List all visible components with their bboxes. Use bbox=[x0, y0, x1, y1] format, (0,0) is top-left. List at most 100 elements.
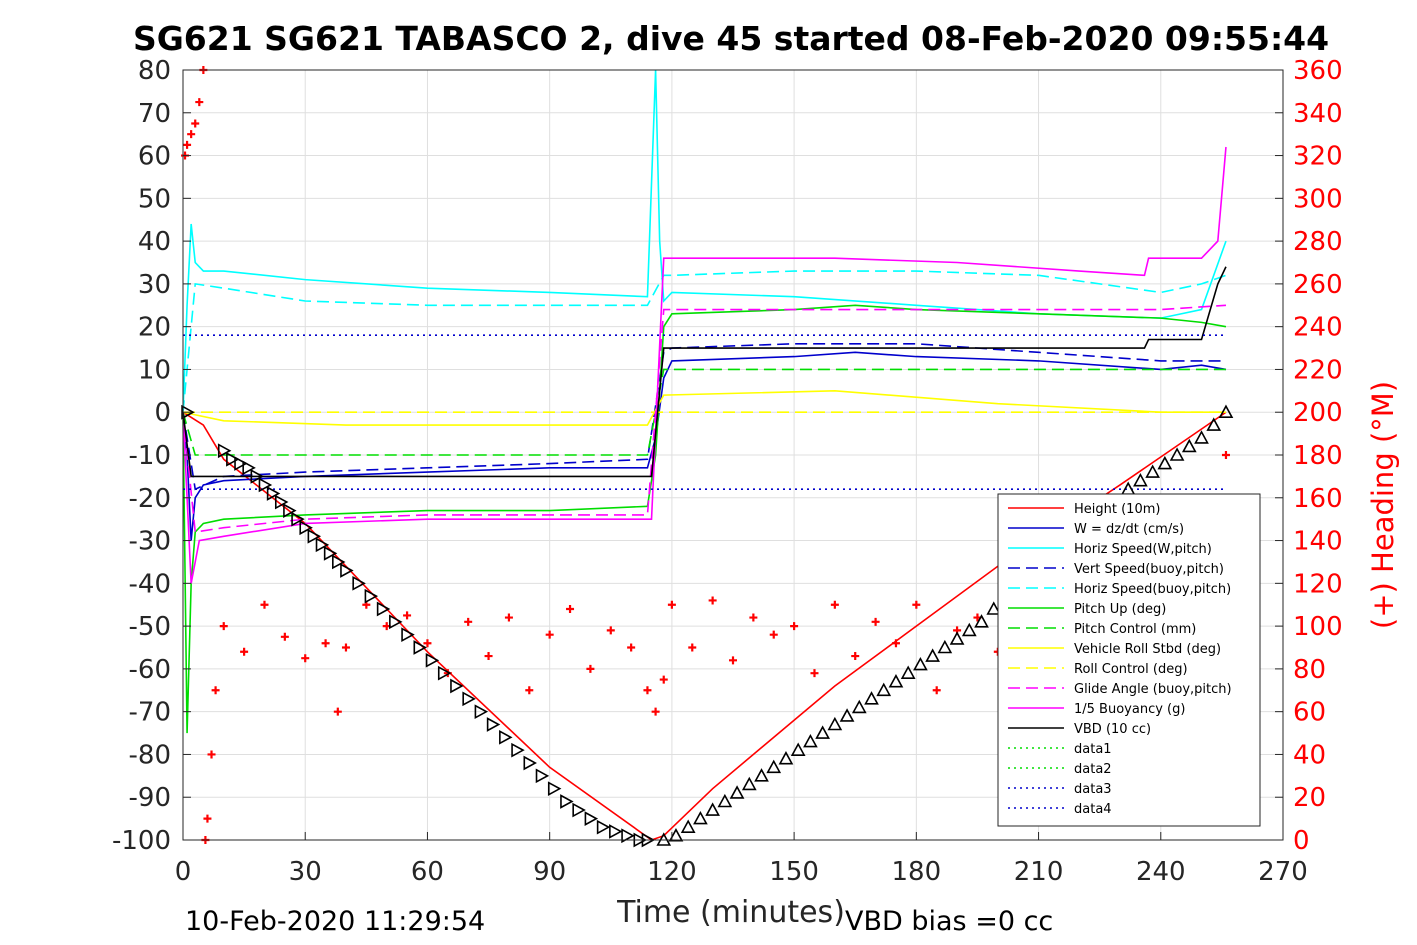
y-tick-label: 80 bbox=[138, 56, 171, 86]
heading-point bbox=[688, 643, 697, 652]
legend-entry-label: Pitch Control (mm) bbox=[1074, 622, 1196, 637]
descent-marker bbox=[474, 704, 489, 720]
descent-marker bbox=[499, 729, 513, 745]
descent-marker bbox=[560, 794, 574, 809]
heading-point bbox=[932, 686, 941, 695]
ascent-marker bbox=[1194, 430, 1209, 444]
x-tick-label: 210 bbox=[1014, 857, 1064, 887]
timestamp-footer: 10-Feb-2020 11:29:54 bbox=[185, 906, 485, 937]
ascent-marker bbox=[1169, 447, 1185, 461]
descent-marker bbox=[486, 717, 501, 732]
heading-point bbox=[586, 664, 595, 673]
descent-marker bbox=[523, 755, 537, 771]
descent-marker bbox=[389, 614, 403, 630]
axis-ticks: 0 30 60 90 120 150 180 210 240 270-100-90-80-70-6… bbox=[112, 56, 1343, 887]
series-line-11 bbox=[182, 266, 1227, 478]
legend-entry-label: Pitch Up (deg) bbox=[1074, 602, 1166, 617]
heading-point bbox=[627, 643, 636, 652]
descent-marker bbox=[572, 802, 586, 818]
descent-marker bbox=[307, 528, 322, 544]
y-tick-label: -40 bbox=[129, 569, 171, 599]
legend-entry-label: VBD (10 cc) bbox=[1074, 722, 1151, 737]
descent-marker bbox=[547, 781, 562, 797]
ascent-marker bbox=[937, 639, 953, 654]
y-tick-label: 70 bbox=[138, 99, 171, 129]
descent-marker bbox=[217, 443, 232, 459]
heading-point bbox=[423, 639, 432, 648]
heading-point bbox=[851, 652, 860, 661]
descent-marker bbox=[250, 469, 265, 484]
heading-point bbox=[504, 613, 513, 622]
ascent-marker bbox=[827, 716, 843, 731]
ascent-marker bbox=[1145, 464, 1160, 478]
descent-marker bbox=[364, 588, 379, 604]
heading-point bbox=[240, 647, 249, 656]
descent-marker bbox=[226, 451, 240, 467]
ascent-marker bbox=[766, 759, 782, 774]
descent-marker bbox=[535, 768, 550, 784]
descent-marker bbox=[352, 575, 366, 591]
series-line-5 bbox=[182, 304, 1227, 734]
y2-tick-label: 300 bbox=[1293, 184, 1343, 214]
ascent-marker bbox=[693, 810, 708, 825]
legend-box bbox=[997, 493, 1261, 827]
y2-tick-label: 60 bbox=[1293, 698, 1326, 728]
heading-point bbox=[403, 611, 412, 620]
descent-marker bbox=[609, 824, 623, 839]
descent-marker bbox=[315, 537, 330, 553]
y-tick-label: -80 bbox=[129, 740, 171, 770]
y2-tick-label: 360 bbox=[1293, 56, 1343, 86]
ascent-marker bbox=[778, 751, 794, 765]
ascent-marker bbox=[803, 733, 818, 748]
descent-marker bbox=[234, 456, 248, 471]
heading-point bbox=[183, 140, 192, 149]
descent-marker bbox=[584, 811, 599, 826]
ascent-marker bbox=[888, 674, 904, 688]
ascent-marker bbox=[1181, 438, 1197, 453]
y-tick-label: -60 bbox=[129, 655, 171, 685]
heading-point bbox=[810, 669, 819, 678]
heading-point bbox=[211, 686, 220, 695]
legend-entry-label: Height (10m) bbox=[1074, 502, 1160, 517]
x-tick-label: 30 bbox=[289, 857, 322, 887]
x-tick-label: 90 bbox=[533, 857, 566, 887]
ascent-marker bbox=[717, 793, 733, 808]
heading-point bbox=[891, 639, 900, 648]
series-line-6 bbox=[182, 368, 1226, 456]
descent-marker bbox=[413, 640, 427, 655]
legend-entry-label: 1/5 Buoyancy (g) bbox=[1074, 702, 1185, 717]
y2-tick-label: 160 bbox=[1293, 484, 1343, 514]
y2-tick-label: 260 bbox=[1293, 270, 1343, 300]
y2-tick-label: 80 bbox=[1293, 655, 1326, 685]
ascent-marker bbox=[949, 631, 965, 645]
ascent-marker bbox=[851, 699, 867, 714]
ascent-marker bbox=[986, 601, 1002, 615]
descent-marker bbox=[401, 627, 415, 643]
heading-point bbox=[667, 600, 676, 609]
y2-tick-label: 120 bbox=[1293, 569, 1343, 599]
x-axis-label: Time (minutes) bbox=[616, 895, 845, 930]
ascent-marker bbox=[815, 725, 830, 739]
ascent-marker bbox=[668, 828, 684, 842]
chart-title: SG621 SG621 TABASCO 2, dive 45 started 0… bbox=[133, 19, 1329, 58]
descent-marker bbox=[291, 511, 305, 527]
heading-point bbox=[260, 600, 269, 609]
x-tick-label: 0 bbox=[175, 857, 192, 887]
ascent-marker bbox=[1157, 455, 1173, 470]
heading-point bbox=[659, 675, 668, 684]
legend-entry-label: W = dz/dt (cm/s) bbox=[1074, 522, 1184, 537]
legend: Height (10m) W = dz/dt (cm/s) Horiz Speed(… bbox=[997, 493, 1261, 827]
heading-point bbox=[187, 130, 196, 139]
descent-marker bbox=[437, 665, 452, 681]
y-tick-label: -30 bbox=[129, 527, 171, 557]
y-tick-label: 0 bbox=[154, 398, 171, 428]
heading-point bbox=[195, 98, 204, 107]
y2-tick-label: 220 bbox=[1293, 355, 1343, 385]
legend-entry-label: data3 bbox=[1074, 782, 1112, 797]
descent-marker bbox=[425, 652, 440, 668]
descent-marker bbox=[376, 601, 391, 617]
y-tick-label: 50 bbox=[138, 184, 171, 214]
descent-marker bbox=[242, 460, 256, 476]
descent-marker bbox=[450, 678, 464, 694]
x-tick-label: 240 bbox=[1136, 857, 1186, 887]
